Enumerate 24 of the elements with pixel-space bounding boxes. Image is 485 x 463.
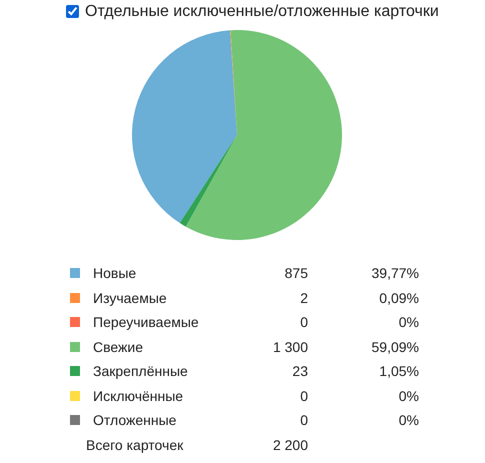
text: 2 200 (272, 436, 308, 454)
legend-label: Изучаемые (93, 288, 167, 306)
text: 0% (398, 313, 419, 331)
legend-label: Новые (93, 264, 136, 282)
legend-label: Закреплённые (93, 362, 188, 380)
data-label: 1 300 (272, 338, 308, 356)
text: 0% (398, 386, 419, 404)
data-label: 2 (299, 288, 308, 306)
legend-label: Отложенные (93, 411, 176, 429)
text: 39,77% (370, 264, 419, 282)
text: 0% (398, 411, 419, 429)
text: 0 (300, 388, 308, 404)
legend-label: Переучиваемые (93, 313, 199, 331)
data-label: 23 (291, 362, 308, 380)
text: Всего карточек (86, 436, 184, 454)
text: 0 (300, 412, 308, 428)
data-label: 875 (284, 264, 308, 282)
text: Отдельные исключенные/отложенные карточки (85, 2, 439, 21)
text: 59,09% (370, 338, 419, 356)
legend-label: Свежие (93, 338, 143, 356)
text: 0,09% (378, 288, 419, 306)
legend-label: Исключённые (93, 386, 184, 404)
text: 1,05% (378, 362, 419, 380)
text: 0 (300, 314, 308, 330)
